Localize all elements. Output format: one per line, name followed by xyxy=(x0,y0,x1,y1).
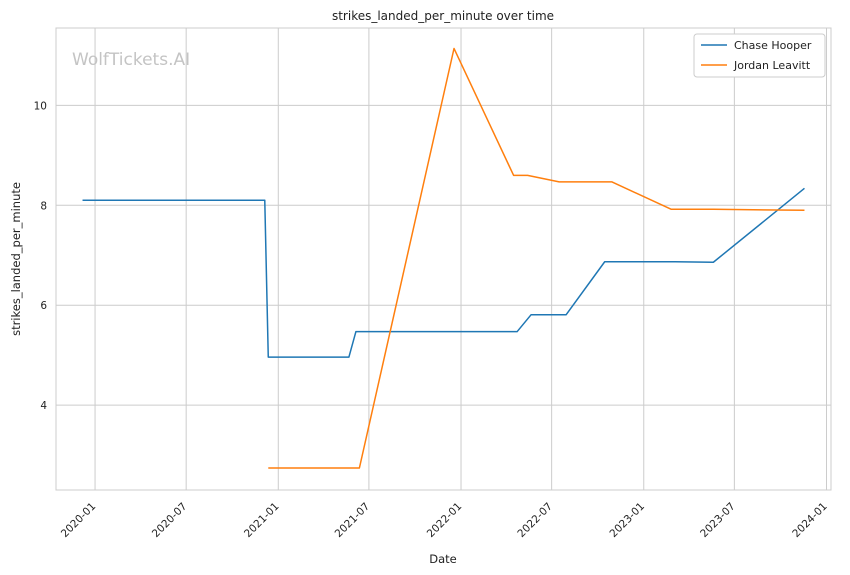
legend-label: Chase Hooper xyxy=(734,39,812,52)
y-gridlines xyxy=(56,104,831,406)
series-line-chase-hooper xyxy=(82,187,805,358)
y-tick-label: 8 xyxy=(40,200,47,212)
y-axis-label: strikes_landed_per_minute xyxy=(9,182,23,336)
x-gridlines xyxy=(94,28,827,490)
watermark: WolfTickets.AI xyxy=(72,50,190,70)
series-lines xyxy=(82,47,805,469)
y-tick-label: 6 xyxy=(40,300,47,312)
legend-label: Jordan Leavitt xyxy=(733,59,811,72)
y-tick-label: 10 xyxy=(34,100,47,112)
x-axis-label: Date xyxy=(429,552,457,566)
y-tick-labels: 4 6 8 10 xyxy=(34,100,48,412)
series-line-jordan-leavitt xyxy=(268,47,805,469)
y-tick-label: 4 xyxy=(40,400,47,412)
chart-title: strikes_landed_per_minute over time xyxy=(332,9,554,23)
legend: Chase Hooper Jordan Leavitt xyxy=(693,33,826,78)
